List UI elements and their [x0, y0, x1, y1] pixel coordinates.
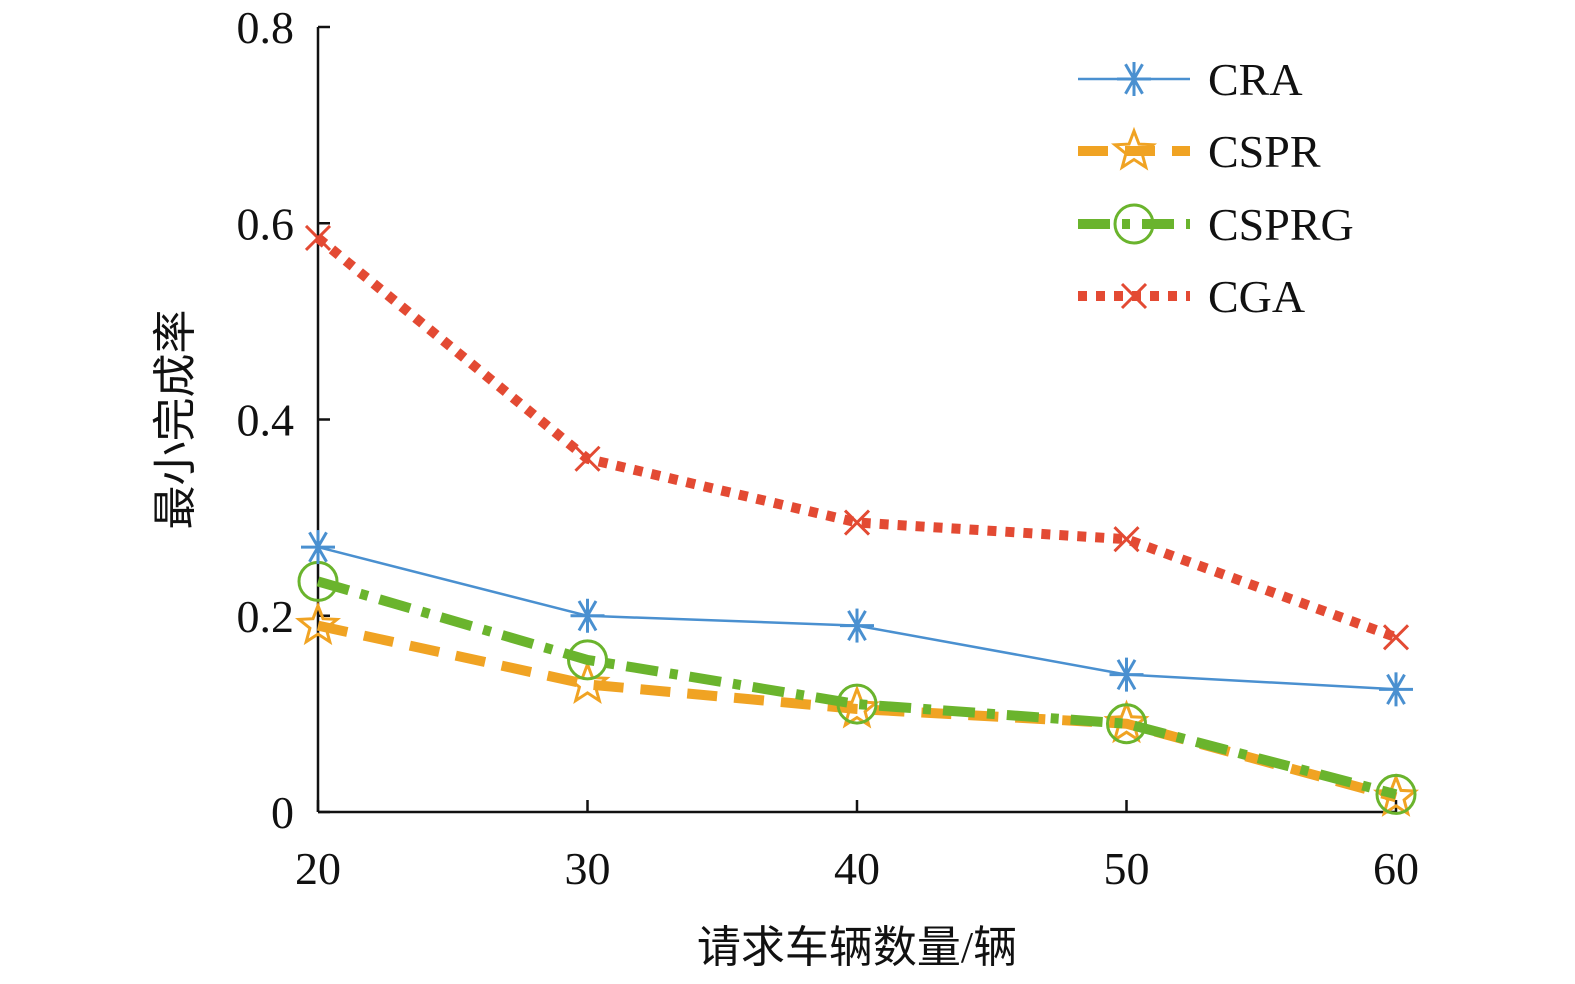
star-shape: [294, 601, 342, 646]
data-point-cra: [1109, 657, 1144, 692]
data-point-cspr: [1103, 699, 1150, 744]
circle-shape: [836, 683, 878, 725]
data-point-cga: [1113, 526, 1140, 553]
data-point-cra: [840, 608, 874, 643]
x-stroke: [304, 224, 332, 252]
x-stroke: [843, 509, 871, 536]
x-tick-label: 20: [295, 843, 341, 894]
x-stroke: [574, 445, 601, 472]
legend-entry-cspr: CSPR: [1078, 126, 1321, 177]
x-stroke: [1120, 282, 1148, 310]
legend-entry-cra: CRA: [1078, 54, 1303, 105]
legend-label: CSPRG: [1208, 199, 1354, 250]
series-line-csprg: [316, 576, 1398, 800]
data-point-cga: [304, 224, 332, 252]
circle-shape: [1106, 703, 1147, 745]
x-tick-label: 40: [834, 843, 880, 894]
data-point-cra: [301, 530, 335, 565]
star-shape: [564, 660, 611, 705]
x-axis-title: 请求车辆数量/辆: [697, 923, 1017, 972]
star-shape: [1103, 699, 1150, 744]
series-cga: [304, 224, 1410, 651]
data-point-cga: [843, 509, 871, 536]
y-tick-label: 0.4: [237, 395, 295, 446]
data-point-csprg: [1106, 703, 1147, 745]
y-tick-label: 0: [271, 787, 294, 838]
circle-shape: [1113, 203, 1155, 245]
ticks: 20 30 40 50 60 0 0.2 0.4 0.6 0.8: [237, 2, 1420, 894]
star-shape: [1110, 126, 1158, 171]
data-point-cga: [574, 445, 601, 472]
circle-shape: [1375, 773, 1417, 815]
legend-label: CGA: [1208, 271, 1305, 322]
circle-shape: [567, 639, 608, 681]
legend: CRA CSPR CSPRG CGA: [1078, 54, 1354, 322]
data-point-csprg: [836, 683, 878, 725]
legend-entry-csprg: CSPRG: [1078, 199, 1354, 250]
data-point-cga: [1382, 624, 1410, 651]
data-point-cra: [1379, 672, 1413, 707]
x-tick-label: 50: [1104, 843, 1150, 894]
star-shape: [1372, 773, 1420, 817]
series-line-cga: [314, 234, 1398, 642]
marker-circle: [1113, 203, 1155, 245]
y-tick-label: 0.2: [237, 591, 295, 642]
data-point-cra: [570, 598, 605, 633]
series-cra: [301, 530, 1413, 707]
y-tick-label: 0.6: [237, 198, 295, 249]
data-point-csprg: [567, 639, 608, 681]
y-tick-label: 0.8: [237, 2, 295, 53]
x-stroke: [1113, 526, 1140, 553]
series-line-cspr: [316, 620, 1398, 803]
y-axis-title: 最小完成率: [151, 310, 200, 530]
legend-label: CSPR: [1208, 126, 1321, 177]
x-stroke: [1382, 624, 1410, 651]
legend-entry-cga: CGA: [1078, 271, 1305, 322]
data-point-csprg: [1375, 773, 1417, 815]
x-tick-label: 30: [565, 843, 611, 894]
legend-label: CRA: [1208, 54, 1303, 105]
x-tick-label: 60: [1373, 843, 1419, 894]
data-point-cspr: [294, 601, 342, 646]
data-point-cspr: [564, 660, 611, 705]
series-layer: [294, 224, 1420, 817]
data-point-cspr: [1372, 773, 1420, 817]
marker-asterisk: [1117, 62, 1151, 96]
marker-x: [1120, 282, 1148, 310]
marker-star: [1110, 126, 1158, 171]
